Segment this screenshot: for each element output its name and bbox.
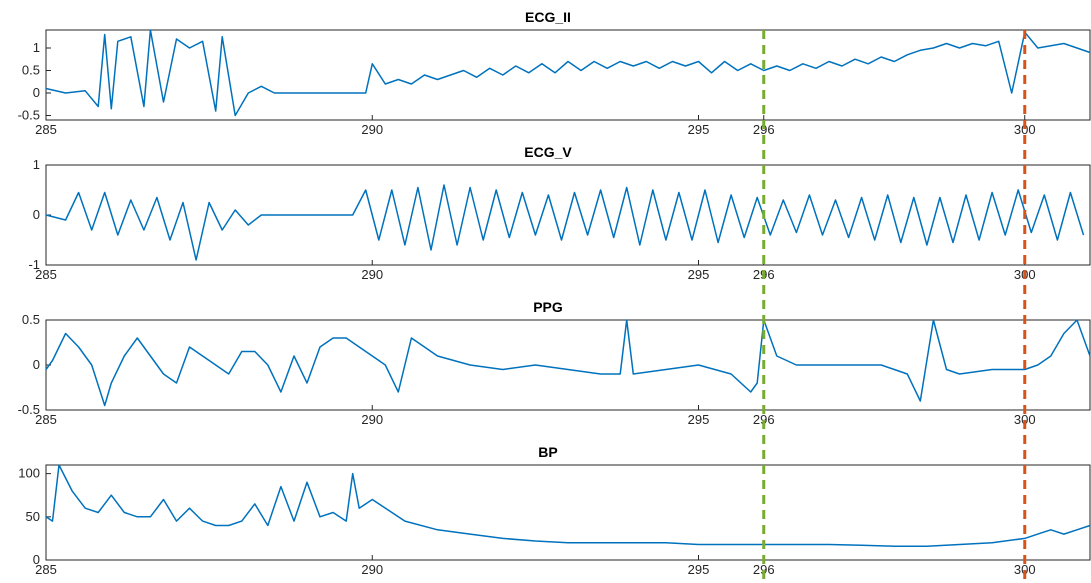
y-tick-label: 0 xyxy=(33,207,40,222)
x-tick-label: 285 xyxy=(35,122,57,137)
x-tick-label: 300 xyxy=(1014,562,1036,577)
panel-ecg-v: ECG_V28529029529630010-1 xyxy=(28,144,1091,282)
y-tick-label: 1 xyxy=(33,40,40,55)
x-tick-label: 295 xyxy=(688,122,710,137)
y-tick-label: 0.5 xyxy=(22,63,40,78)
y-tick-label: -0.5 xyxy=(18,402,40,417)
series-line-bp xyxy=(45,464,1091,547)
x-tick-label: 295 xyxy=(688,562,710,577)
x-tick-label: 285 xyxy=(35,412,57,427)
plot-area xyxy=(45,29,1091,121)
chart-title: PPG xyxy=(533,299,563,315)
chart-title: ECG_V xyxy=(524,144,572,160)
y-tick-label: 100 xyxy=(18,466,40,481)
chart-title: ECG_II xyxy=(525,9,571,25)
y-tick-label: 0.5 xyxy=(22,312,40,327)
chart-title: BP xyxy=(538,444,557,460)
x-tick-label: 300 xyxy=(1014,122,1036,137)
x-tick-label: 290 xyxy=(361,412,383,427)
y-tick-label: 0 xyxy=(33,357,40,372)
plot-area xyxy=(45,464,1091,561)
x-tick-label: 290 xyxy=(361,562,383,577)
y-tick-label: -1 xyxy=(28,257,40,272)
series-line-ecg-ii xyxy=(45,29,1091,117)
x-tick-label: 295 xyxy=(688,412,710,427)
series-line-ppg xyxy=(45,319,1091,407)
x-tick-label: 285 xyxy=(35,267,57,282)
x-tick-label: 285 xyxy=(35,562,57,577)
x-tick-label: 296 xyxy=(753,122,775,137)
x-tick-label: 296 xyxy=(753,412,775,427)
y-tick-label: 0 xyxy=(33,85,40,100)
x-tick-label: 290 xyxy=(361,122,383,137)
plot-area xyxy=(45,319,1091,411)
panel-ppg: PPG 285 290 295 296 300 0.5 0 -0.5 xyxy=(18,299,1091,427)
y-tick-label: 0 xyxy=(33,552,40,567)
panel-bp: BP 285 290 295 296 300 100 50 0 xyxy=(18,444,1091,577)
series-line-ecg-v xyxy=(45,184,1085,261)
x-tick-label: 300 xyxy=(1014,412,1036,427)
x-tick-label: 295 xyxy=(688,267,710,282)
panel-ecg-ii: ECG_II 285 290 295 296 300 1 0.5 0 -0.5 xyxy=(18,9,1091,137)
x-tick-label: 290 xyxy=(361,267,383,282)
y-tick-label: 1 xyxy=(33,157,40,172)
y-tick-label: 50 xyxy=(26,509,40,524)
x-tick-label: 296 xyxy=(753,562,775,577)
y-tick-label: -0.5 xyxy=(18,108,40,123)
